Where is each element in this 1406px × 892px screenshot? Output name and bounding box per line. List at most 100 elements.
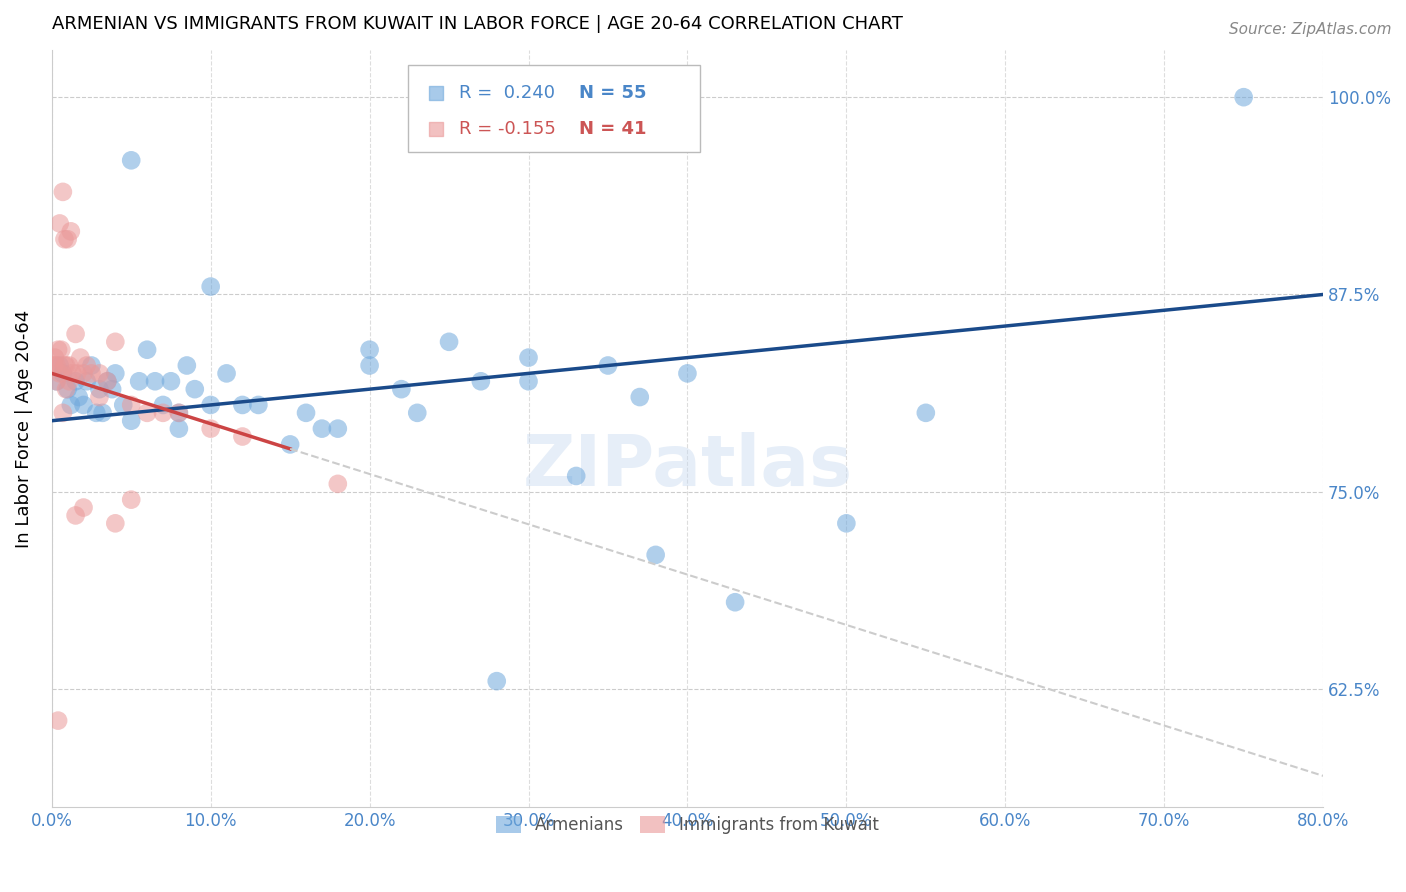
Point (59, 398, 82, 412)
Point (76, 359, 98, 373)
Point (48, 217, 70, 231)
Point (176, 359, 198, 373)
Text: ARMENIAN VS IMMIGRANTS FROM KUWAIT IN LABOR FORCE | AGE 20-64 CORRELATION CHART: ARMENIAN VS IMMIGRANTS FROM KUWAIT IN LA… (52, 15, 903, 33)
Text: ZIPatlas: ZIPatlas (523, 432, 852, 501)
Point (1233, 90, 1256, 104)
Point (136, 406, 159, 420)
Point (53, 359, 76, 373)
Point (167, 406, 190, 420)
Point (596, 359, 619, 373)
Point (56, 232, 79, 246)
Point (167, 422, 190, 436)
Point (200, 422, 222, 436)
Point (67, 390, 90, 404)
Point (69, 351, 91, 365)
Point (326, 422, 349, 436)
Point (326, 476, 349, 491)
Point (89, 367, 111, 381)
Point (676, 367, 699, 381)
Point (46, 343, 69, 357)
Point (644, 548, 666, 562)
Text: N = 41: N = 41 (579, 120, 647, 137)
Point (160, 374, 183, 388)
Point (80, 359, 103, 373)
FancyBboxPatch shape (408, 65, 700, 153)
Point (72, 500, 94, 515)
Point (120, 492, 142, 507)
Point (112, 398, 135, 412)
Point (58, 359, 80, 373)
Point (80, 367, 103, 381)
Point (52, 185, 75, 199)
Point (52, 406, 75, 420)
Point (44, 351, 66, 365)
Point (104, 367, 127, 381)
Point (48, 367, 70, 381)
Point (565, 469, 588, 483)
Point (65, 374, 87, 388)
Point (76, 374, 98, 388)
Point (45, 374, 67, 388)
Point (65, 508, 87, 523)
Point (104, 516, 127, 531)
Legend: Armenians, Immigrants from Kuwait: Armenians, Immigrants from Kuwait (489, 809, 886, 841)
Point (72, 398, 94, 412)
Point (59, 224, 82, 238)
Point (184, 382, 207, 396)
Point (48, 359, 70, 373)
Point (46, 714, 69, 728)
Point (724, 595, 747, 609)
Point (66, 367, 89, 381)
Point (215, 367, 238, 381)
Point (200, 398, 222, 412)
Point (53, 232, 76, 246)
Point (101, 382, 124, 396)
Point (89, 382, 111, 396)
Text: R = -0.155: R = -0.155 (458, 120, 555, 137)
Point (167, 406, 190, 420)
Point (231, 398, 253, 412)
Point (51, 343, 73, 357)
Point (470, 374, 492, 388)
Point (52, 367, 75, 381)
Point (44, 359, 66, 373)
Point (45, 374, 67, 388)
Text: N = 55: N = 55 (579, 84, 647, 102)
Point (437, 334, 460, 349)
Point (42, 359, 65, 373)
Point (152, 406, 174, 420)
Point (359, 359, 381, 373)
Point (96, 374, 118, 388)
Point (914, 406, 936, 420)
Point (136, 343, 159, 357)
Point (247, 398, 270, 412)
Point (96, 374, 118, 388)
Point (62, 367, 84, 381)
Point (143, 374, 166, 388)
Point (406, 406, 429, 420)
Point (120, 153, 142, 168)
Y-axis label: In Labor Force | Age 20-64: In Labor Force | Age 20-64 (15, 310, 32, 548)
Point (231, 429, 253, 443)
Point (45, 359, 67, 373)
Point (152, 398, 174, 412)
Point (65, 326, 87, 341)
Point (517, 374, 540, 388)
Point (84, 406, 107, 420)
Point (835, 516, 858, 531)
Point (311, 422, 333, 436)
Point (56, 382, 79, 396)
Point (120, 414, 142, 428)
Point (58, 374, 80, 388)
Point (200, 279, 222, 293)
Point (517, 351, 540, 365)
Point (55, 382, 77, 396)
Point (55, 359, 77, 373)
Point (278, 437, 301, 451)
Point (628, 390, 651, 404)
Point (104, 334, 127, 349)
Point (389, 382, 412, 396)
Point (485, 674, 508, 689)
Point (120, 398, 142, 412)
Text: Source: ZipAtlas.com: Source: ZipAtlas.com (1229, 22, 1392, 37)
